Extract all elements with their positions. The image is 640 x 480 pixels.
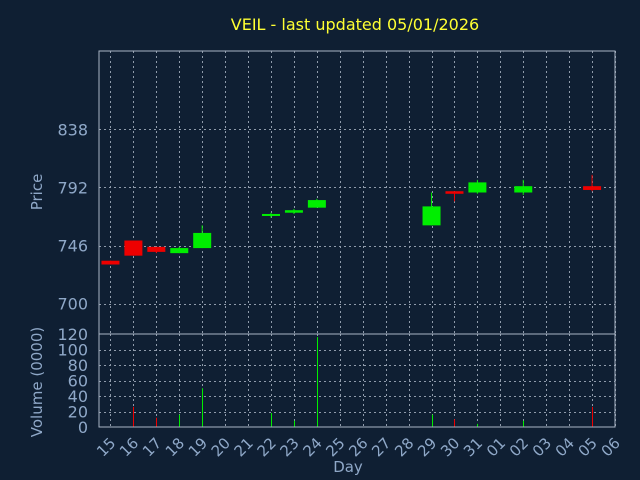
volume-panel-border (98, 333, 616, 428)
candle-body (262, 213, 280, 216)
candles (101, 174, 602, 265)
volume-tick-label: 60 (68, 372, 88, 391)
volume-tick-label: 80 (68, 356, 88, 375)
candle-body (101, 260, 120, 265)
candle-body (147, 246, 166, 252)
x-tick-label: 06 (598, 434, 624, 460)
candle-body (284, 210, 303, 213)
candle-body (468, 182, 487, 193)
price-axis-label: Price (28, 174, 46, 211)
candle-body (307, 200, 326, 208)
x-axis-label: Day (333, 458, 363, 476)
price-tick-label: 792 (57, 178, 88, 197)
candle-body (422, 206, 441, 226)
candle-body (193, 232, 212, 249)
x-tick-labels: 1516171819202122232425262728293031010203… (93, 434, 624, 460)
volume-tick-label: 100 (57, 341, 88, 360)
candle-body (170, 248, 189, 254)
volume-tick-label: 40 (68, 387, 88, 406)
price-tick-label: 746 (57, 237, 88, 256)
candle-body (583, 186, 602, 190)
volume-tick-label: 120 (57, 325, 88, 344)
volume-axis-label: Volume (0000) (28, 327, 46, 437)
volume-bars (133, 337, 593, 427)
volume-grid (99, 334, 616, 427)
chart-title: VEIL - last updated 05/01/2026 (231, 15, 479, 34)
candle-body (124, 240, 143, 256)
candle-body (514, 186, 533, 193)
price-tick-label: 838 (57, 120, 88, 139)
price-panel-border (98, 50, 616, 335)
price-tick-labels: 700 746 792 838 (57, 120, 88, 313)
candle-body (445, 191, 464, 194)
volume-tick-label: 0 (78, 418, 88, 437)
volume-tick-label: 20 (68, 403, 88, 422)
price-tick-label: 700 (57, 295, 88, 314)
price-grid (99, 51, 616, 334)
